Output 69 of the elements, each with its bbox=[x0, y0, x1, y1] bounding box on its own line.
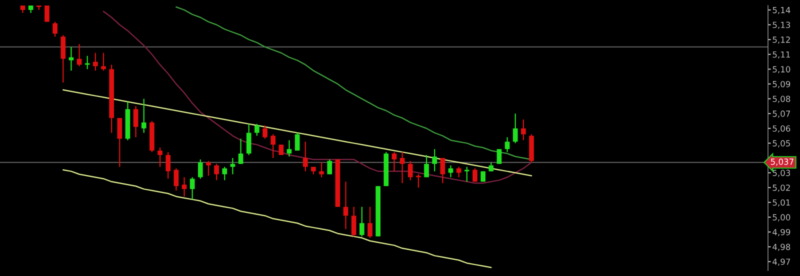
candlestick bbox=[520, 118, 526, 141]
y-tick-label: 5,06 bbox=[772, 125, 790, 133]
candlestick bbox=[182, 176, 187, 198]
y-tick-label: 5,12 bbox=[772, 36, 790, 44]
y-tick-label: 5,14 bbox=[772, 7, 790, 14]
candlestick bbox=[294, 132, 300, 152]
candlestick bbox=[408, 160, 413, 181]
y-tick-label: 5,02 bbox=[772, 184, 790, 192]
candlestick bbox=[238, 138, 244, 164]
candlestick bbox=[92, 52, 98, 72]
candlestick bbox=[512, 113, 518, 144]
candlestick bbox=[52, 21, 58, 38]
candlestick bbox=[230, 157, 236, 175]
candlestick bbox=[84, 55, 90, 70]
candlestick bbox=[101, 52, 106, 72]
candlestick bbox=[174, 168, 179, 192]
y-tick-label: 5,11 bbox=[772, 51, 790, 58]
candlestick bbox=[496, 148, 502, 164]
candlestick bbox=[286, 140, 292, 158]
candlestick bbox=[198, 158, 203, 180]
candlestick bbox=[368, 206, 372, 238]
candlestick bbox=[133, 106, 138, 138]
candlestick bbox=[400, 152, 405, 184]
y-tick-label: 4,99 bbox=[772, 228, 790, 236]
candlestick bbox=[206, 160, 211, 176]
candlestick bbox=[158, 147, 162, 168]
y-tick-label: 5,01 bbox=[772, 199, 790, 207]
candlestick bbox=[214, 163, 219, 181]
candlestick bbox=[222, 166, 228, 181]
candlestick bbox=[424, 154, 429, 178]
y-tick-label: 5,07 bbox=[772, 110, 790, 118]
candlestick bbox=[327, 158, 332, 175]
candlestick bbox=[262, 124, 268, 140]
candlestick bbox=[416, 174, 421, 188]
line-series bbox=[62, 169, 492, 268]
candlestick bbox=[456, 166, 462, 178]
y-tick-label: 5,09 bbox=[772, 80, 790, 88]
candlestick bbox=[432, 148, 438, 172]
y-tick-label: 5,03 bbox=[772, 170, 790, 177]
candlestick bbox=[448, 164, 454, 178]
candlestick bbox=[117, 117, 122, 168]
candlestick bbox=[464, 166, 470, 182]
candlestick bbox=[68, 46, 74, 72]
y-tick-label: 5,05 bbox=[772, 140, 790, 148]
candlestick bbox=[440, 157, 446, 184]
candlestick bbox=[351, 206, 356, 237]
candlestick bbox=[44, 6, 50, 22]
y-tick-label: 4,98 bbox=[772, 244, 790, 251]
y-tick-label: 4,97 bbox=[772, 258, 790, 266]
candlestick bbox=[504, 136, 510, 153]
line-series bbox=[102, 10, 532, 184]
candlestick bbox=[359, 206, 364, 237]
candlestick bbox=[254, 123, 260, 136]
candlestick bbox=[141, 98, 146, 134]
y-tick-label: 5,13 bbox=[772, 22, 790, 29]
candlestick bbox=[392, 152, 397, 172]
line-series bbox=[62, 89, 532, 176]
candlestick bbox=[190, 176, 195, 200]
candlestick bbox=[166, 152, 171, 180]
candlestick bbox=[472, 168, 478, 182]
y-tick-label: 5,10 bbox=[772, 66, 790, 74]
candlestick bbox=[270, 134, 276, 159]
ref-line-label: 5,037 bbox=[770, 158, 794, 166]
y-tick-label: 5,08 bbox=[772, 96, 790, 103]
candlestick bbox=[60, 34, 66, 84]
candlestick bbox=[302, 141, 308, 172]
candlestick bbox=[246, 123, 252, 156]
candlestick bbox=[319, 162, 324, 178]
y-tick-label: 5,00 bbox=[772, 214, 790, 222]
